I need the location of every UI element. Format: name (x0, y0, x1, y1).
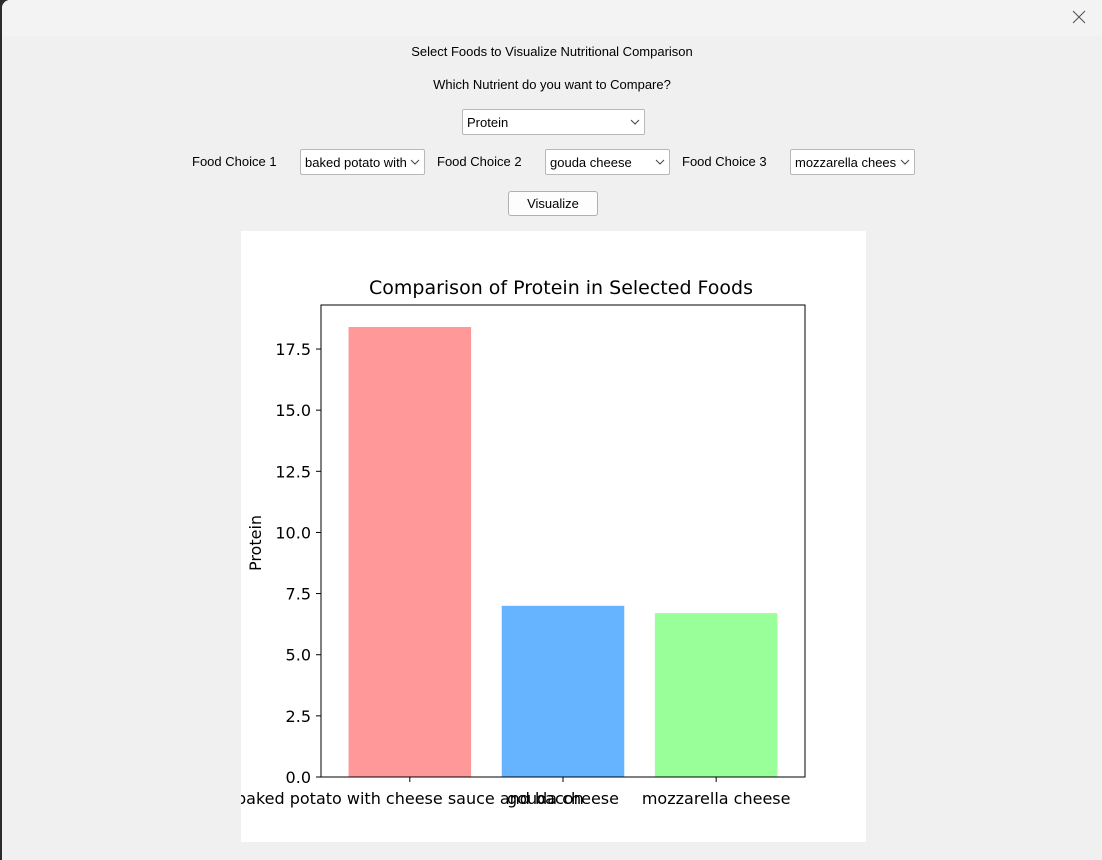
chart-figure: Comparison of Protein in Selected Foods … (241, 231, 866, 842)
chevron-down-icon (406, 150, 424, 174)
y-axis-label: Protein (246, 515, 265, 571)
chart-title: Comparison of Protein in Selected Foods (369, 277, 753, 299)
food-choice-3-select[interactable]: mozzarella cheese (790, 149, 915, 175)
bar-2 (501, 605, 625, 777)
bar-chart: Comparison of Protein in Selected Foods … (241, 277, 806, 808)
y-tick-label: 7.5 (286, 585, 311, 604)
bar-1 (348, 327, 472, 777)
bar-3 (654, 613, 778, 777)
food-choice-3-label: Food Choice 3 (682, 154, 767, 169)
nutrient-select[interactable]: Protein (462, 109, 645, 135)
form-heading: Select Foods to Visualize Nutritional Co… (411, 44, 693, 59)
food-choice-2-value: gouda cheese (550, 154, 632, 170)
food-choice-3-value: mozzarella cheese (795, 154, 896, 170)
chevron-down-icon (896, 150, 914, 174)
nutrient-question: Which Nutrient do you want to Compare? (433, 77, 671, 92)
chevron-down-icon (651, 150, 669, 174)
y-tick-label: 5.0 (286, 646, 311, 665)
title-bar (2, 0, 1102, 36)
y-tick-label: 2.5 (286, 707, 311, 726)
y-tick-label: 10.0 (275, 523, 311, 542)
food-choice-1-value: baked potato with cheese sauce and bacon (305, 154, 406, 170)
chevron-down-icon (626, 110, 644, 134)
food-choice-2-label: Food Choice 2 (437, 154, 522, 169)
nutrient-select-value: Protein (467, 114, 509, 130)
food-choice-1-label: Food Choice 1 (192, 154, 277, 169)
y-tick-label: 12.5 (275, 462, 311, 481)
y-tick-label: 0.0 (286, 768, 311, 787)
y-tick-label: 17.5 (275, 340, 311, 359)
x-tick-label: mozzarella cheese (642, 789, 791, 808)
close-icon (1072, 10, 1086, 24)
y-tick-label: 15.0 (275, 401, 311, 420)
food-choice-1-select[interactable]: baked potato with cheese sauce and bacon (300, 149, 425, 175)
plot-area-frame (320, 304, 806, 778)
x-tick-label: baked potato with cheese sauce and bacon (241, 789, 584, 808)
food-choice-2-select[interactable]: gouda cheese (545, 149, 670, 175)
x-tick-label: gouda cheese (507, 789, 619, 808)
close-button[interactable] (1056, 0, 1102, 34)
visualize-button[interactable]: Visualize (508, 191, 598, 216)
